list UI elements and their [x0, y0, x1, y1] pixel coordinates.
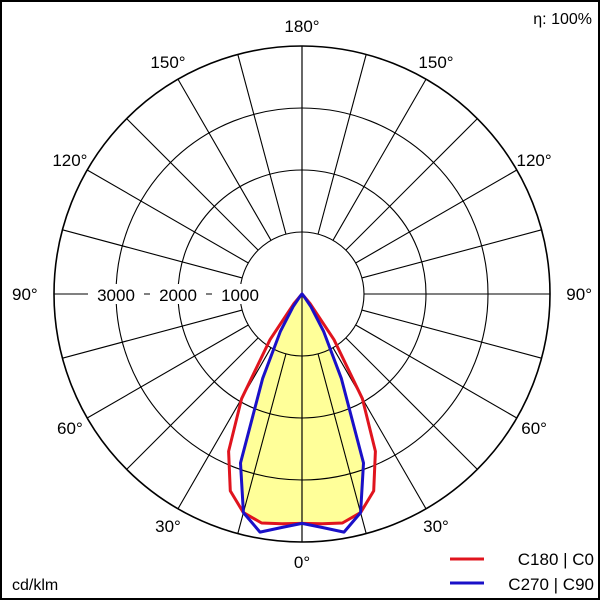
angle-label-150-right: 150° [418, 53, 453, 72]
efficiency-label: η: 100% [533, 11, 592, 28]
grid-spoke [345, 337, 478, 470]
grid-spoke [237, 54, 287, 235]
angle-label-60-right: 60° [521, 419, 547, 438]
grid-spoke [86, 324, 249, 419]
angle-label-0: 0° [294, 553, 310, 572]
angle-label-30-right: 30° [423, 517, 449, 536]
grid-spoke [237, 353, 287, 534]
angle-label-30-left: 30° [155, 517, 181, 536]
grid-spoke [317, 353, 367, 534]
grid-spoke [332, 78, 427, 241]
grid-spoke [345, 118, 478, 251]
grid-spoke [177, 347, 272, 510]
angle-label-120-left: 120° [52, 151, 87, 170]
angle-label-150-left: 150° [150, 53, 185, 72]
grid-spoke [62, 309, 243, 359]
angle-label-90-right: 90° [566, 285, 592, 304]
angle-label-120-right: 120° [517, 151, 552, 170]
radial-tick-labels: 1000 2000 3000 [88, 284, 268, 305]
angle-label-90-left: 90° [12, 285, 38, 304]
radial-tick-label-2000: 2000 [159, 286, 197, 305]
polar-grid [53, 45, 551, 543]
tick-label-backing [150, 284, 206, 304]
grid-spoke [317, 54, 367, 235]
unit-label: cd/klm [12, 577, 58, 594]
radial-tick-label-3000: 3000 [97, 286, 135, 305]
legend: C180 | C0 C270 | C90 [450, 550, 594, 594]
grid-spoke [126, 118, 259, 251]
series-curves [227, 292, 377, 534]
grid-spoke [332, 347, 427, 510]
angle-label-60-left: 60° [57, 419, 83, 438]
series-curve-c270-c90 [239, 292, 365, 534]
angle-labels: 0° 30° 30° 60° 60° 90° 90° 120° 120° 150° 150° 180° [12, 17, 592, 572]
grid-spoke [361, 229, 542, 279]
legend-label-c270-c90: C270 | C90 [508, 575, 594, 594]
grid-spoke [361, 309, 542, 359]
grid-spoke [126, 337, 259, 470]
legend-label-c180-c0: C180 | C0 [518, 550, 594, 569]
tick-label-backing [212, 284, 268, 304]
tick-label-backing [88, 284, 144, 304]
grid-spoke [355, 169, 518, 264]
grid-spoke [355, 324, 518, 419]
grid-spoke [177, 78, 272, 241]
radial-tick-label-1000: 1000 [221, 286, 259, 305]
grid-spoke [62, 229, 243, 279]
grid-spoke [86, 169, 249, 264]
angle-label-180: 180° [284, 17, 319, 36]
